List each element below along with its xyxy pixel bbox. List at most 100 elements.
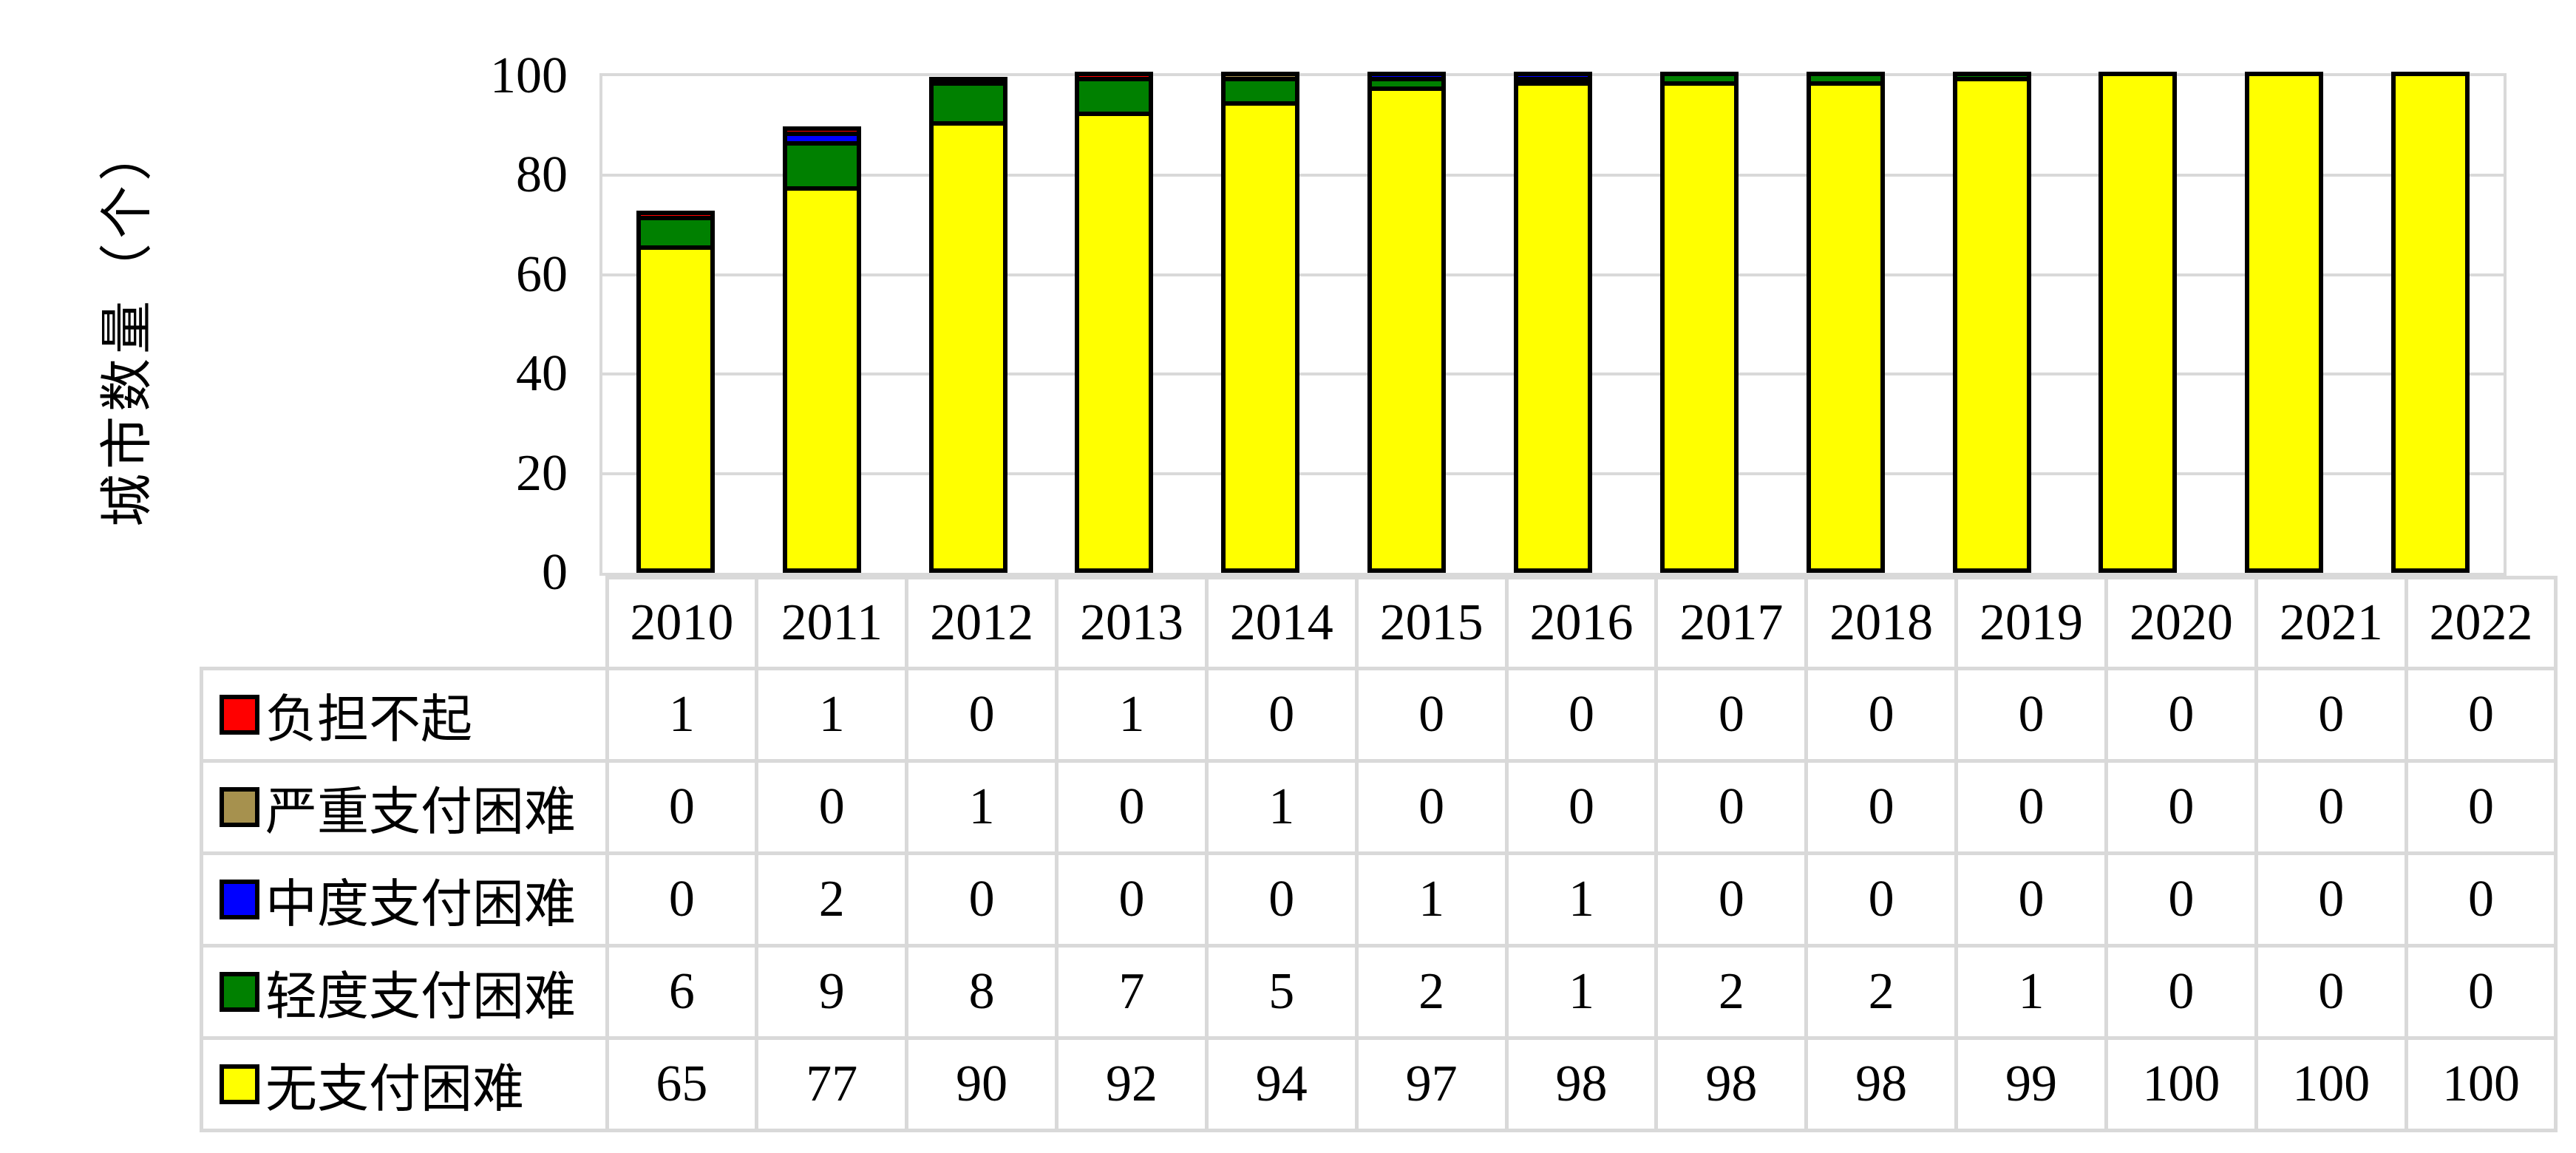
table-value-轻度支付困难-2020: 0 <box>2104 944 2258 1040</box>
table-value-严重支付困难-2020: 0 <box>2104 759 2258 855</box>
table-value-负担不起-2015: 0 <box>1354 667 1509 763</box>
y-axis-tick-0: 0 <box>542 544 568 601</box>
table-value-负担不起-2017: 0 <box>1654 667 1809 763</box>
table-value-中度支付困难-2021: 0 <box>2254 851 2408 948</box>
bar-segment-无支付困难-2012 <box>933 121 1003 568</box>
table-value-中度支付困难-2012: 0 <box>905 851 1059 948</box>
table-value-轻度支付困难-2021: 0 <box>2254 944 2408 1040</box>
table-year-2011: 2011 <box>755 576 909 670</box>
bar-segment-无支付困难-2021 <box>2249 72 2320 568</box>
table-value-中度支付困难-2022: 0 <box>2404 851 2558 948</box>
table-year-2012: 2012 <box>905 576 1059 670</box>
table-row-严重支付困难: 严重支付困难 0 0 1 0 1 0 0 0 0 0 0 0 0 <box>200 759 2558 855</box>
bar-segment-严重支付困难-2012 <box>933 76 1003 82</box>
table-value-严重支付困难-2018: 0 <box>1804 759 1959 855</box>
y-axis-title: 城市数量（个） <box>98 123 157 528</box>
legend-swatch-icon-无支付困难 <box>220 1064 259 1104</box>
bar-segment-无支付困难-2018 <box>1810 81 1880 568</box>
table-value-严重支付困难-2022: 0 <box>2404 759 2558 855</box>
table-value-轻度支付困难-2016: 1 <box>1504 944 1659 1040</box>
bar-2011 <box>782 126 861 573</box>
table-row-轻度支付困难: 轻度支付困难 6 9 8 7 5 2 1 2 2 1 0 0 0 <box>200 944 2558 1040</box>
table-value-无支付困难-2010: 65 <box>605 1036 759 1132</box>
y-axis-tick-40: 40 <box>516 345 568 403</box>
bar-2018 <box>1806 72 1885 573</box>
table-value-中度支付困难-2017: 0 <box>1654 851 1809 948</box>
legend-label-负担不起: 负担不起 <box>265 691 472 749</box>
table-year-row: 2010 2011 2012 2013 2014 2015 2016 2017 2018 2019… <box>202 576 2558 670</box>
table-value-严重支付困难-2013: 0 <box>1055 759 1209 855</box>
table-value-中度支付困难-2011: 2 <box>755 851 909 948</box>
table-value-严重支付困难-2015: 0 <box>1354 759 1509 855</box>
bar-segment-负担不起-2011 <box>786 126 857 132</box>
y-axis-tick-100: 100 <box>490 47 568 104</box>
table-value-无支付困难-2019: 99 <box>1954 1036 2108 1132</box>
table-value-中度支付困难-2019: 0 <box>1954 851 2108 948</box>
table-value-严重支付困难-2017: 0 <box>1654 759 1809 855</box>
legend-cell-中度支付困难: 中度支付困难 <box>200 851 609 948</box>
legend-cell-严重支付困难: 严重支付困难 <box>200 759 609 855</box>
table-value-轻度支付困难-2015: 2 <box>1354 944 1509 1040</box>
data-table: 2010 2011 2012 2013 2014 2015 2016 2017 2018 2019… <box>200 576 2558 1132</box>
table-value-负担不起-2021: 0 <box>2254 667 2408 763</box>
table-value-无支付困难-2013: 92 <box>1055 1036 1209 1132</box>
legend-label-严重支付困难: 严重支付困难 <box>265 783 576 841</box>
bar-2017 <box>1659 72 1739 573</box>
table-value-轻度支付困难-2018: 2 <box>1804 944 1959 1040</box>
table-value-轻度支付困难-2011: 9 <box>755 944 909 1040</box>
bar-2013 <box>1075 72 1154 573</box>
table-year-2015: 2015 <box>1354 576 1509 670</box>
bar-2015 <box>1367 72 1447 573</box>
bar-segment-轻度支付困难-2017 <box>1664 72 1734 82</box>
bar-segment-无支付困难-2022 <box>2396 72 2466 568</box>
table-value-无支付困难-2018: 98 <box>1804 1036 1959 1132</box>
bar-2012 <box>928 76 1007 573</box>
table-value-无支付困难-2015: 97 <box>1354 1036 1509 1132</box>
table-year-2016: 2016 <box>1504 576 1659 670</box>
legend-cell-负担不起: 负担不起 <box>200 667 609 763</box>
table-value-负担不起-2022: 0 <box>2404 667 2558 763</box>
bar-segment-中度支付困难-2016 <box>1518 72 1588 77</box>
bar-segment-无支付困难-2015 <box>1372 86 1442 568</box>
table-year-2021: 2021 <box>2254 576 2408 670</box>
y-axis-tick-60: 60 <box>516 245 568 303</box>
table-value-严重支付困难-2014: 1 <box>1204 759 1359 855</box>
table-value-严重支付困难-2021: 0 <box>2254 759 2408 855</box>
bar-segment-无支付困难-2019 <box>1957 76 2027 568</box>
table-value-负担不起-2019: 0 <box>1954 667 2108 763</box>
table-year-2019: 2019 <box>1954 576 2108 670</box>
table-value-中度支付困难-2015: 1 <box>1354 851 1509 948</box>
bar-2022 <box>2391 72 2470 573</box>
table-value-中度支付困难-2018: 0 <box>1804 851 1959 948</box>
legend-swatch-icon-严重支付困难 <box>220 787 259 827</box>
bar-segment-轻度支付困难-2018 <box>1810 72 1880 82</box>
table-value-中度支付困难-2020: 0 <box>2104 851 2258 948</box>
bar-segment-无支付困难-2020 <box>2103 72 2173 568</box>
table-year-2013: 2013 <box>1055 576 1209 670</box>
bar-segment-无支付困难-2017 <box>1664 81 1734 568</box>
bar-segment-无支付困难-2013 <box>1079 111 1149 568</box>
table-value-严重支付困难-2019: 0 <box>1954 759 2108 855</box>
legend-swatch-icon-中度支付困难 <box>220 880 259 919</box>
table-value-无支付困难-2017: 98 <box>1654 1036 1809 1132</box>
plot-area <box>599 72 2507 576</box>
table-value-无支付困难-2022: 100 <box>2404 1036 2558 1132</box>
bar-2010 <box>636 211 715 573</box>
table-value-无支付困难-2020: 100 <box>2104 1036 2258 1132</box>
table-value-严重支付困难-2010: 0 <box>605 759 759 855</box>
table-value-负担不起-2018: 0 <box>1804 667 1959 763</box>
table-value-负担不起-2013: 1 <box>1055 667 1209 763</box>
bar-segment-轻度支付困难-2019 <box>1957 72 2027 77</box>
legend-swatch-icon-轻度支付困难 <box>220 972 259 1012</box>
table-year-2017: 2017 <box>1654 576 1809 670</box>
bar-segment-无支付困难-2011 <box>786 186 857 568</box>
bar-segment-轻度支付困难-2016 <box>1518 76 1588 82</box>
table-value-轻度支付困难-2014: 5 <box>1204 944 1359 1040</box>
bar-segment-轻度支付困难-2013 <box>1079 76 1149 112</box>
table-value-负担不起-2010: 1 <box>605 667 759 763</box>
bar-segment-轻度支付困难-2012 <box>933 81 1003 122</box>
table-value-负担不起-2016: 0 <box>1504 667 1659 763</box>
table-value-无支付困难-2016: 98 <box>1504 1036 1659 1132</box>
bar-2021 <box>2245 72 2324 573</box>
legend-label-无支付困难: 无支付困难 <box>265 1061 524 1118</box>
